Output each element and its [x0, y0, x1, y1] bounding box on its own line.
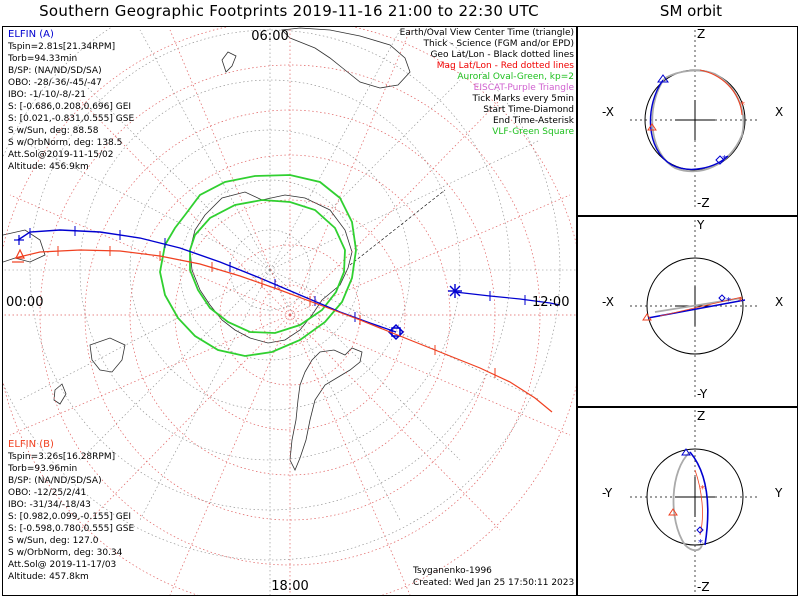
map-label-right: 12:00 [532, 295, 569, 310]
elfin-b-name: ELFIN (B) [8, 439, 54, 450]
view-center-line [349, 189, 446, 266]
legend-item: Auroral Oval-Green, kp=2 [457, 72, 574, 82]
elfin-a-info-line: S: [-0.686,0.208,0.696] GEI [8, 102, 132, 112]
map-label-top: 06:00 [251, 29, 288, 44]
sm-panel-2-right: X [775, 295, 783, 309]
geo-grid [3, 27, 576, 595]
elfin-a-name: ELFIN (A) [8, 29, 54, 40]
svg-text:*: * [740, 100, 745, 111]
elfin-a-info-line: OBO: -28/-36/-45/-47 [8, 78, 102, 88]
svg-text:*: * [700, 484, 705, 495]
legend: Earth/Oval View Center Time (triangle) Th… [400, 28, 574, 138]
elfin-b-info-line: Tspin=3.26s[16.28RPM] [8, 452, 116, 462]
elfin-b-info-line: S w/OrbNorm, deg: 30.34 [8, 548, 123, 558]
legend-item: Geo Lat/Lon - Black dotted lines [430, 50, 574, 60]
auroral-oval [159, 174, 357, 357]
legend-item: Earth/Oval View Center Time (triangle) [399, 28, 574, 38]
elfin-b-start-mark [12, 248, 25, 263]
sm-panel-xz: * * Z -Z -X X [602, 27, 783, 210]
model-label: Tsyganenko-1996 [413, 566, 492, 576]
elfin-a-info-line: S w/Sun, deg: 88.58 [8, 126, 99, 136]
svg-text:*: * [738, 296, 743, 307]
elfin-b-info-line: S w/Sun, deg: 127.0 [8, 536, 99, 546]
map-frame [2, 26, 577, 596]
elfin-b-info-line: S: [0.982,0.099,-0.155] GEI [8, 512, 132, 522]
sm-panel-yz: * * Z -Z -Y Y [602, 409, 783, 595]
legend-item: EISCAT-Purple Triangle [473, 83, 574, 93]
sm-panel-2-top: Y [696, 218, 705, 232]
elfin-a-info-line: Altitude: 456.9km [8, 162, 89, 172]
elfin-a-info-line: S: [0.021,-0.831,0.555] GSE [8, 114, 135, 124]
sm-panel-yz-frame [577, 407, 798, 596]
elfin-a-end-asterisk [448, 284, 462, 298]
sm-panel-xy: * * Y -Y -X X [602, 218, 783, 401]
sm-panel-1-right: X [775, 105, 783, 119]
coastlines [3, 27, 411, 471]
sm-panel-3-top: Z [697, 409, 705, 423]
sm-panel-3-bottom: -Z [697, 580, 710, 594]
elfin-b-info-line: Att.Sol@ 2019-11-17/03 [8, 560, 117, 570]
svg-text:*: * [698, 538, 703, 549]
legend-item: VLF-Green Square [492, 127, 574, 137]
elfin-b-info-line: B/SP: (NA/ND/SD/SA) [8, 476, 102, 486]
elfin-a-info-line: Tspin=2.81s[21.34RPM] [8, 42, 116, 52]
created-label: Created: Wed Jan 25 17:50:11 2023 [413, 578, 575, 588]
elfin-b-info-line: Torb=93.96min [8, 464, 78, 474]
legend-item: End Time-Asterisk [492, 116, 574, 126]
elfin-a-info-line: IBO: -1/-10/-8/-21 [8, 90, 86, 100]
sm-panel-2-bottom: -Y [697, 387, 708, 401]
elfin-a-ticks [29, 226, 526, 322]
elfin-a-info-line: Att.Sol@2019-11-15/02 [8, 150, 114, 160]
elfin-b-info-line: IBO: -31/34/-18/43 [8, 500, 91, 510]
svg-text:*: * [726, 296, 731, 307]
legend-item: Thick - Science (FGM and/or EPD) [423, 39, 574, 49]
map-label-bottom: 18:00 [271, 579, 308, 594]
map-label-left: 00:00 [6, 295, 43, 310]
elfin-a-info-line: B/SP: (NA/ND/SD/SA) [8, 66, 102, 76]
elfin-b-info-line: S: [-0.598,0.780,0.555] GSE [8, 524, 135, 534]
elfin-a-info-line: Torb=94.33min [8, 54, 78, 64]
legend-item: Mag Lat/Lon - Red dotted lines [436, 61, 574, 71]
mag-grid [3, 27, 576, 595]
elfin-a-info-line: S w/OrbNorm, deg: 138.5 [8, 138, 123, 148]
sm-panel-1-left: -X [602, 105, 614, 119]
elfin-b-ticks [57, 246, 496, 378]
sm-panel-xz-frame [577, 26, 798, 216]
elfin-b-info-line: OBO: -12/25/2/41 [8, 488, 87, 498]
legend-item: Start Time-Diamond [483, 105, 574, 115]
sm-panel-xy-frame [577, 216, 798, 407]
legend-item: Tick Marks every 5min [472, 94, 574, 104]
sm-orbit-title: SM orbit [659, 2, 723, 20]
plot-title: Southern Geographic Footprints 2019-11-1… [39, 2, 539, 20]
sm-panel-3-right: Y [774, 486, 783, 500]
elfin-a-start-diamond [387, 323, 405, 341]
sm-panel-1-bottom: -Z [697, 196, 710, 210]
elfin-b-info-line: Altitude: 457.8km [8, 572, 89, 582]
sm-panel-3-left: -Y [602, 486, 613, 500]
sm-panel-1-top: Z [697, 27, 705, 41]
svg-text:*: * [722, 154, 727, 165]
elfin-a-left-mark [14, 235, 24, 245]
sm-panel-2-left: -X [602, 295, 614, 309]
